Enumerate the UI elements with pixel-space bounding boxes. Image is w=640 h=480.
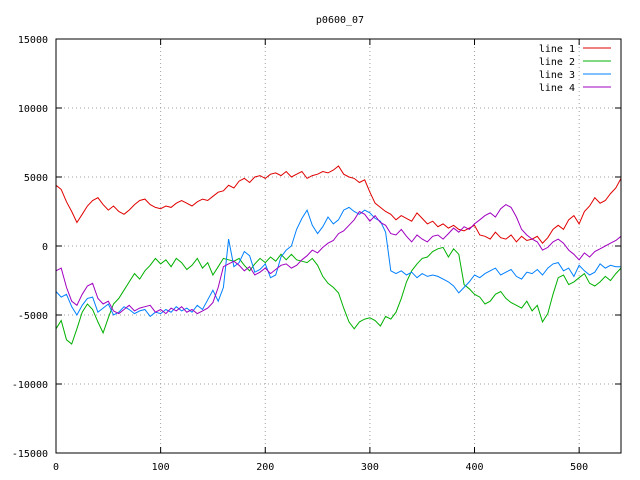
grid — [56, 39, 621, 453]
x-tick-label: 200 — [256, 462, 274, 473]
x-tick-label: 500 — [570, 462, 588, 473]
series-line-2 — [55, 246, 622, 345]
series-line-1 — [55, 165, 622, 244]
y-tick-label: 5000 — [24, 173, 48, 184]
legend-label: line 3 — [539, 70, 575, 81]
legend: line 1 line 2 line 3 line 4 — [539, 44, 611, 94]
series-line-3 — [55, 206, 621, 318]
legend-label: line 4 — [539, 83, 575, 94]
y-tick-label: -15000 — [12, 449, 48, 460]
series-line-4 — [55, 204, 622, 315]
series-group — [55, 165, 622, 345]
x-tick-label: 100 — [152, 462, 170, 473]
x-tick-label: 400 — [465, 462, 483, 473]
x-tick-label: 300 — [361, 462, 379, 473]
axes: 0 100 200 300 400 500 -15000 -10000 -5000 0 5000 10… — [12, 35, 621, 473]
y-tick-label: 10000 — [18, 104, 48, 115]
chart-title: p0600_07 — [316, 15, 364, 26]
y-tick-label: -10000 — [12, 380, 48, 391]
y-tick-label: -5000 — [18, 311, 48, 322]
legend-label: line 2 — [539, 57, 575, 68]
x-tick-label: 0 — [53, 462, 59, 473]
legend-label: line 1 — [539, 44, 575, 55]
y-tick-label: 0 — [42, 242, 48, 253]
y-tick-label: 15000 — [18, 35, 48, 46]
